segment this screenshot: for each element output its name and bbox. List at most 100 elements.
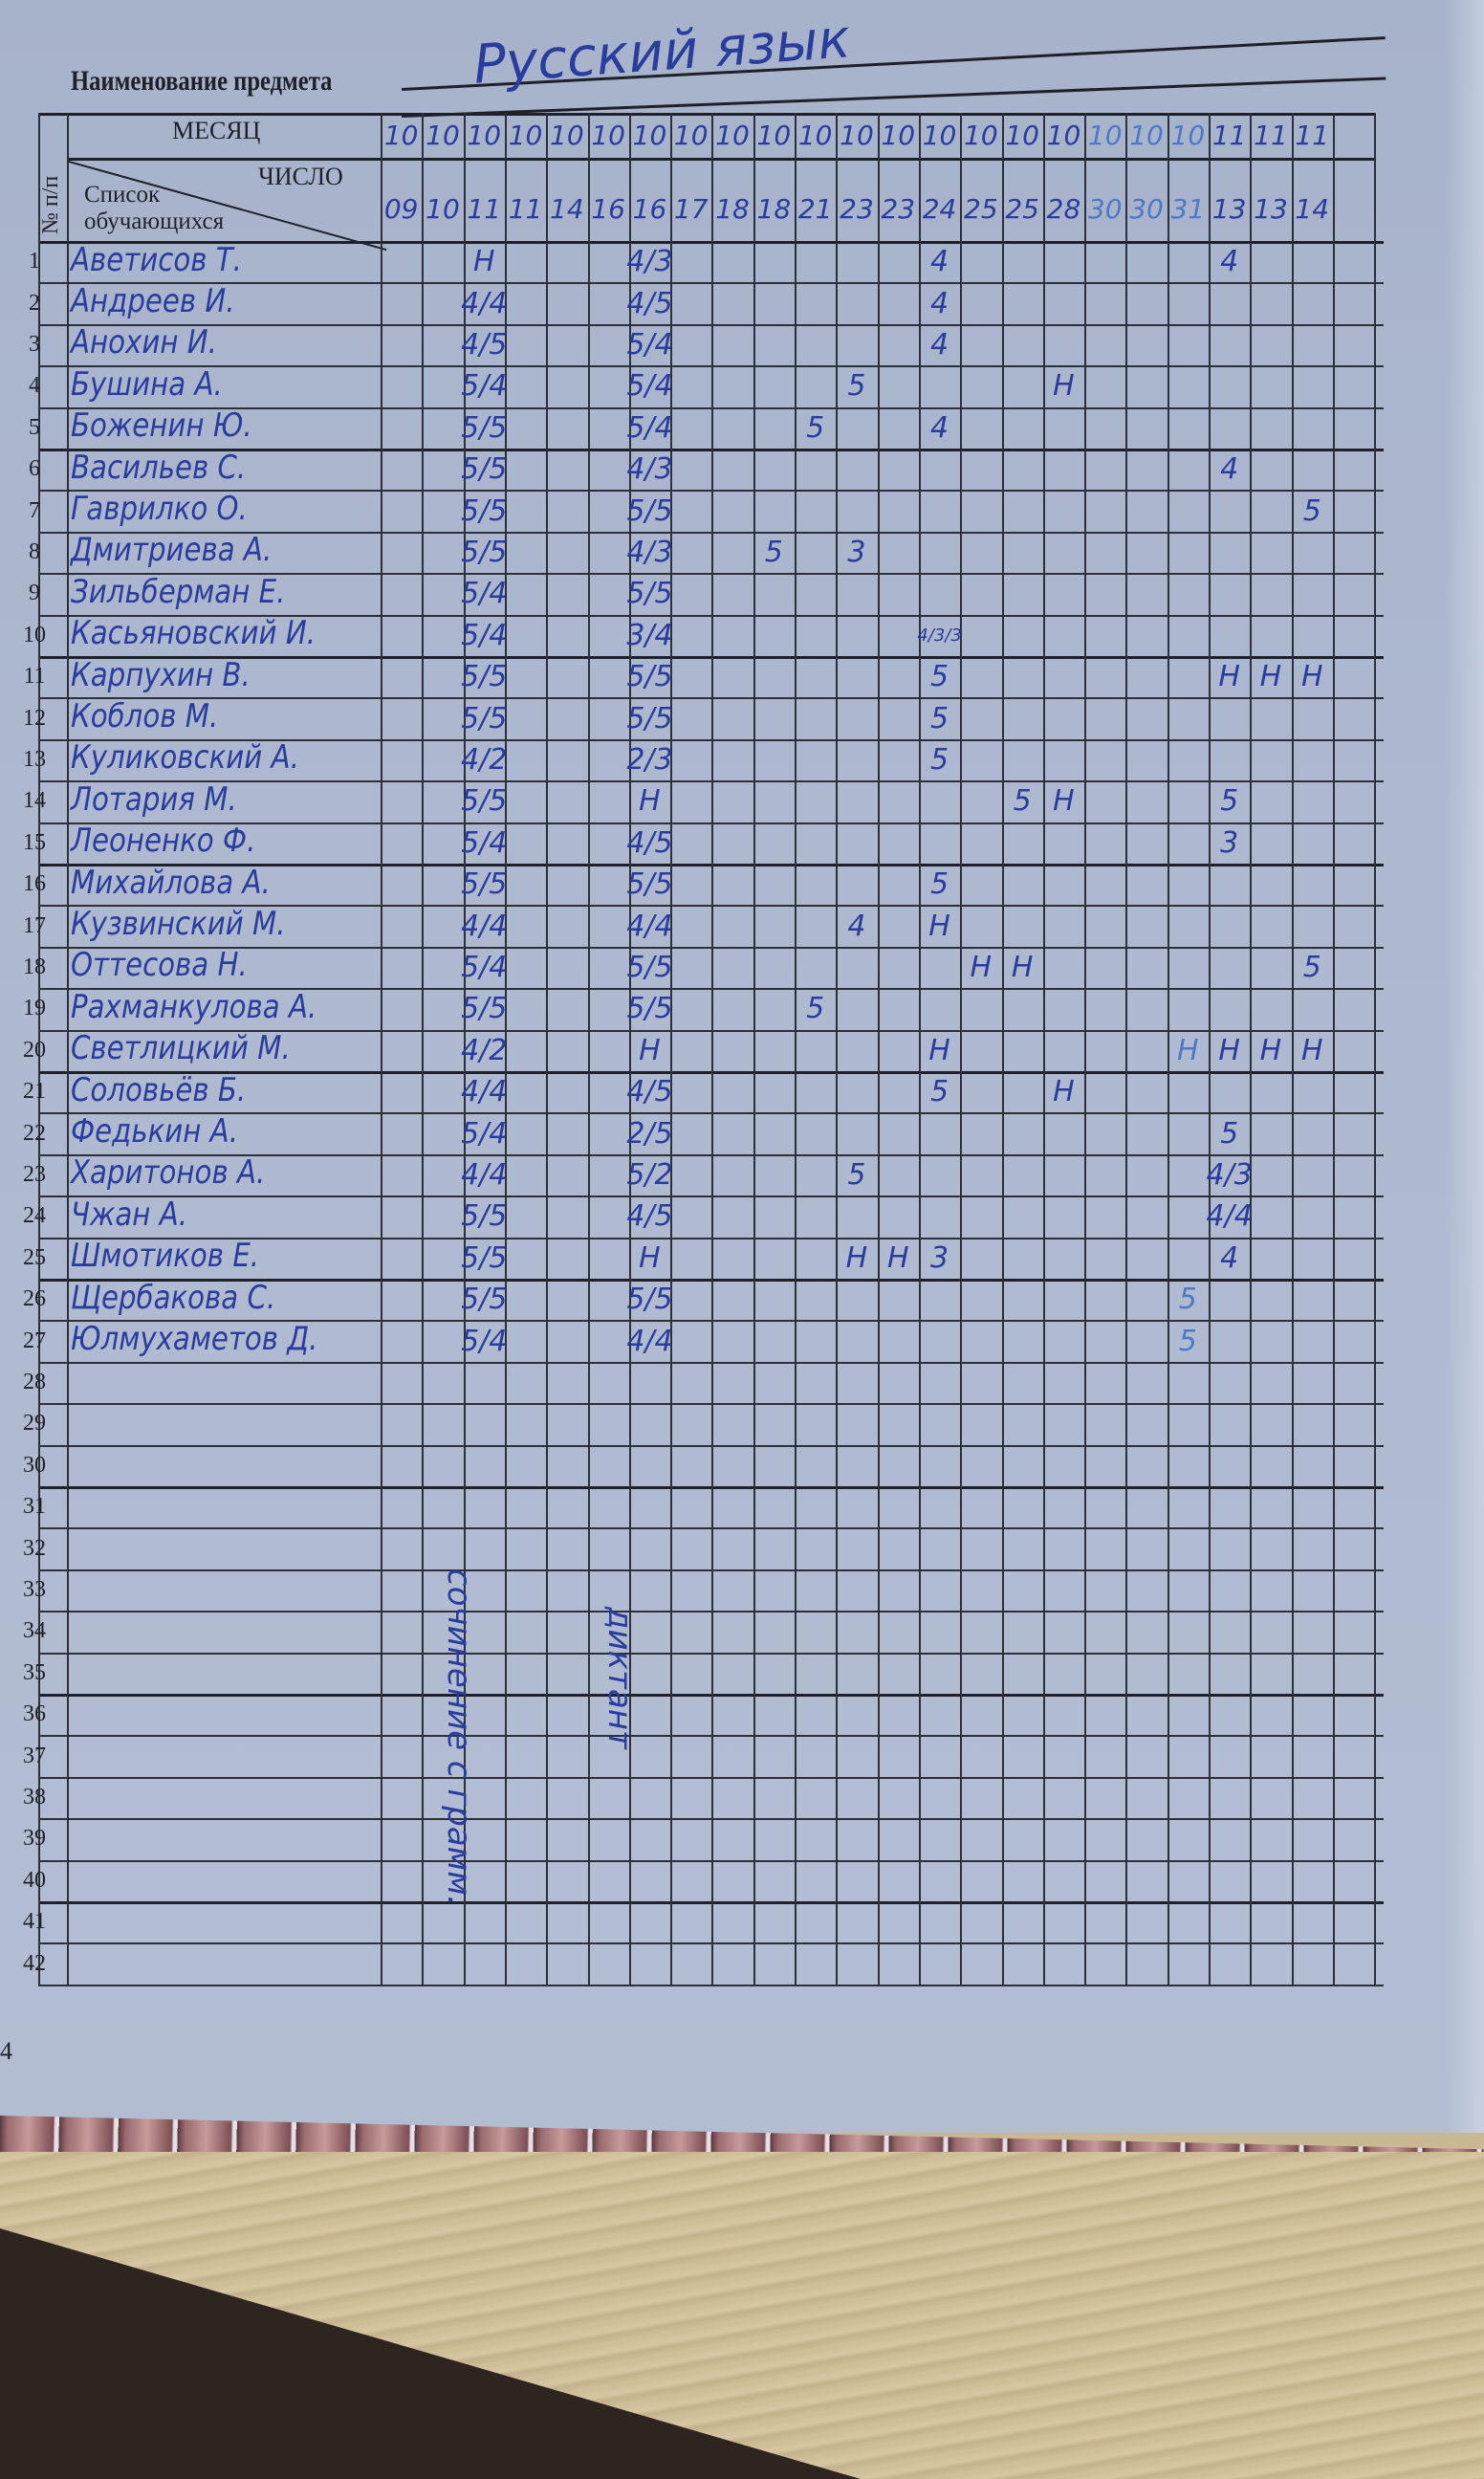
- month-cell: 10: [922, 120, 957, 151]
- month-cell: 10: [1046, 120, 1081, 151]
- grade-mark: 4/5: [626, 1075, 673, 1109]
- row-number: 14: [23, 788, 46, 814]
- row-number: 20: [23, 1037, 46, 1063]
- row-number: 40: [23, 1867, 46, 1893]
- row-line: [38, 780, 1385, 783]
- row-number: 11: [23, 664, 46, 690]
- month-cell: 10: [881, 120, 916, 151]
- grade-mark: 4/4: [461, 909, 508, 943]
- row-line: [38, 1361, 1385, 1364]
- grade-mark: 5: [1178, 1324, 1197, 1358]
- month-cell: 10: [1129, 120, 1164, 151]
- student-name-cell: [67, 1609, 384, 1650]
- student-name: Федькин А.: [71, 1112, 238, 1152]
- row-line: [38, 1859, 1385, 1862]
- grade-mark: 4: [929, 286, 949, 320]
- grade-mark: 4: [929, 410, 949, 445]
- row-line: [38, 656, 1385, 659]
- row-number: 16: [23, 871, 46, 897]
- grade-mark: Н: [1300, 1033, 1323, 1067]
- student-name-cell: Куликовский А.: [67, 737, 384, 779]
- row-line: [38, 1901, 1385, 1904]
- row-number: 1: [29, 249, 40, 274]
- student-name: Аветисов Т.: [71, 240, 242, 279]
- student-name: Анохин И.: [71, 323, 217, 362]
- row-line: [38, 573, 1385, 576]
- row-line: [38, 1153, 1385, 1156]
- grade-mark: 5/5: [461, 1240, 508, 1275]
- student-name-cell: Соловьёв Б.: [67, 1069, 384, 1110]
- month-cell: 10: [1087, 120, 1123, 151]
- student-name-cell: [67, 1651, 384, 1692]
- column-line: [1374, 113, 1377, 1985]
- grade-mark: 5: [847, 369, 866, 404]
- day-cell: 11: [508, 193, 543, 225]
- month-cell: 10: [383, 120, 419, 151]
- grade-mark: 4: [1220, 245, 1239, 279]
- column-line: [877, 113, 880, 1985]
- row-line: [38, 614, 1385, 617]
- row-line: [38, 531, 1385, 534]
- dictation-note: диктант: [600, 1607, 639, 1749]
- student-name: Шмотиков Е.: [71, 1237, 260, 1276]
- grade-mark: 4: [1220, 452, 1239, 487]
- student-name-cell: Шмотиков Е.: [67, 1236, 384, 1277]
- grade-table: МЕСЯЦ ЧИСЛО Список обучающихся № п/п 10 0…: [23, 113, 1385, 1986]
- row-number: 31: [23, 1494, 46, 1520]
- row-number: 36: [23, 1701, 46, 1727]
- student-name-cell: [67, 1360, 384, 1401]
- grade-mark: 5: [806, 992, 825, 1026]
- row-number: 35: [23, 1659, 46, 1685]
- row-number: 41: [23, 1909, 46, 1935]
- grade-mark: 5/4: [461, 825, 508, 860]
- grade-mark: 5/4: [626, 410, 673, 445]
- student-name-cell: Юлмухаметов Д.: [67, 1318, 384, 1359]
- grade-mark: Н: [1053, 369, 1075, 404]
- student-name: Касьяновский И.: [71, 614, 316, 653]
- grade-mark: 5/4: [461, 618, 508, 652]
- grade-mark: 5: [929, 867, 949, 902]
- row-line: [38, 1403, 1385, 1406]
- student-name-cell: Аветисов Т.: [67, 239, 384, 280]
- student-name: Юлмухаметов Д.: [71, 1320, 318, 1359]
- grade-mark: 3: [847, 535, 866, 569]
- row-number: 34: [23, 1618, 46, 1644]
- day-cell: 23: [881, 193, 916, 225]
- grade-mark: 5/5: [626, 494, 673, 528]
- row-line: [38, 988, 1385, 991]
- day-cell: 24: [922, 193, 957, 225]
- day-cell: 13: [1211, 193, 1247, 225]
- row-line: [38, 365, 1385, 368]
- row-number: 12: [23, 705, 46, 731]
- row-number: 22: [23, 1120, 46, 1146]
- day-cell: [1333, 177, 1374, 241]
- page-edge: [1446, 0, 1484, 2133]
- row-line: [38, 1527, 1385, 1530]
- grade-mark: 5: [929, 1075, 949, 1109]
- row-number: 8: [29, 538, 40, 564]
- grade-mark: 2/3: [626, 742, 673, 777]
- student-name-cell: [67, 1443, 384, 1484]
- student-name: Харитонов А.: [71, 1153, 266, 1193]
- column-line: [1209, 113, 1211, 1985]
- grade-mark: Н: [1177, 1033, 1199, 1067]
- student-name-cell: Харитонов А.: [67, 1152, 384, 1194]
- row-line: [38, 1279, 1385, 1282]
- column-line: [546, 113, 549, 1985]
- grade-mark: 5: [1220, 784, 1239, 819]
- day-cell: 16: [632, 193, 667, 225]
- row-number: 19: [23, 996, 46, 1021]
- grade-mark: 5/4: [461, 369, 508, 404]
- row-number: 30: [23, 1452, 46, 1478]
- row-number: 24: [23, 1203, 46, 1229]
- row-number: 39: [23, 1826, 46, 1852]
- student-name-cell: Гаврилко О.: [67, 488, 384, 529]
- row-line: [38, 1984, 1385, 1986]
- row-number: 10: [23, 622, 46, 647]
- grade-mark: Н: [639, 784, 661, 819]
- column-line: [1250, 113, 1253, 1985]
- row-line: [38, 1029, 1385, 1032]
- grade-mark: 4/4: [1206, 1199, 1253, 1234]
- essay-note: сочинение с грамм.: [440, 1569, 478, 1906]
- row-line: [38, 1942, 1385, 1945]
